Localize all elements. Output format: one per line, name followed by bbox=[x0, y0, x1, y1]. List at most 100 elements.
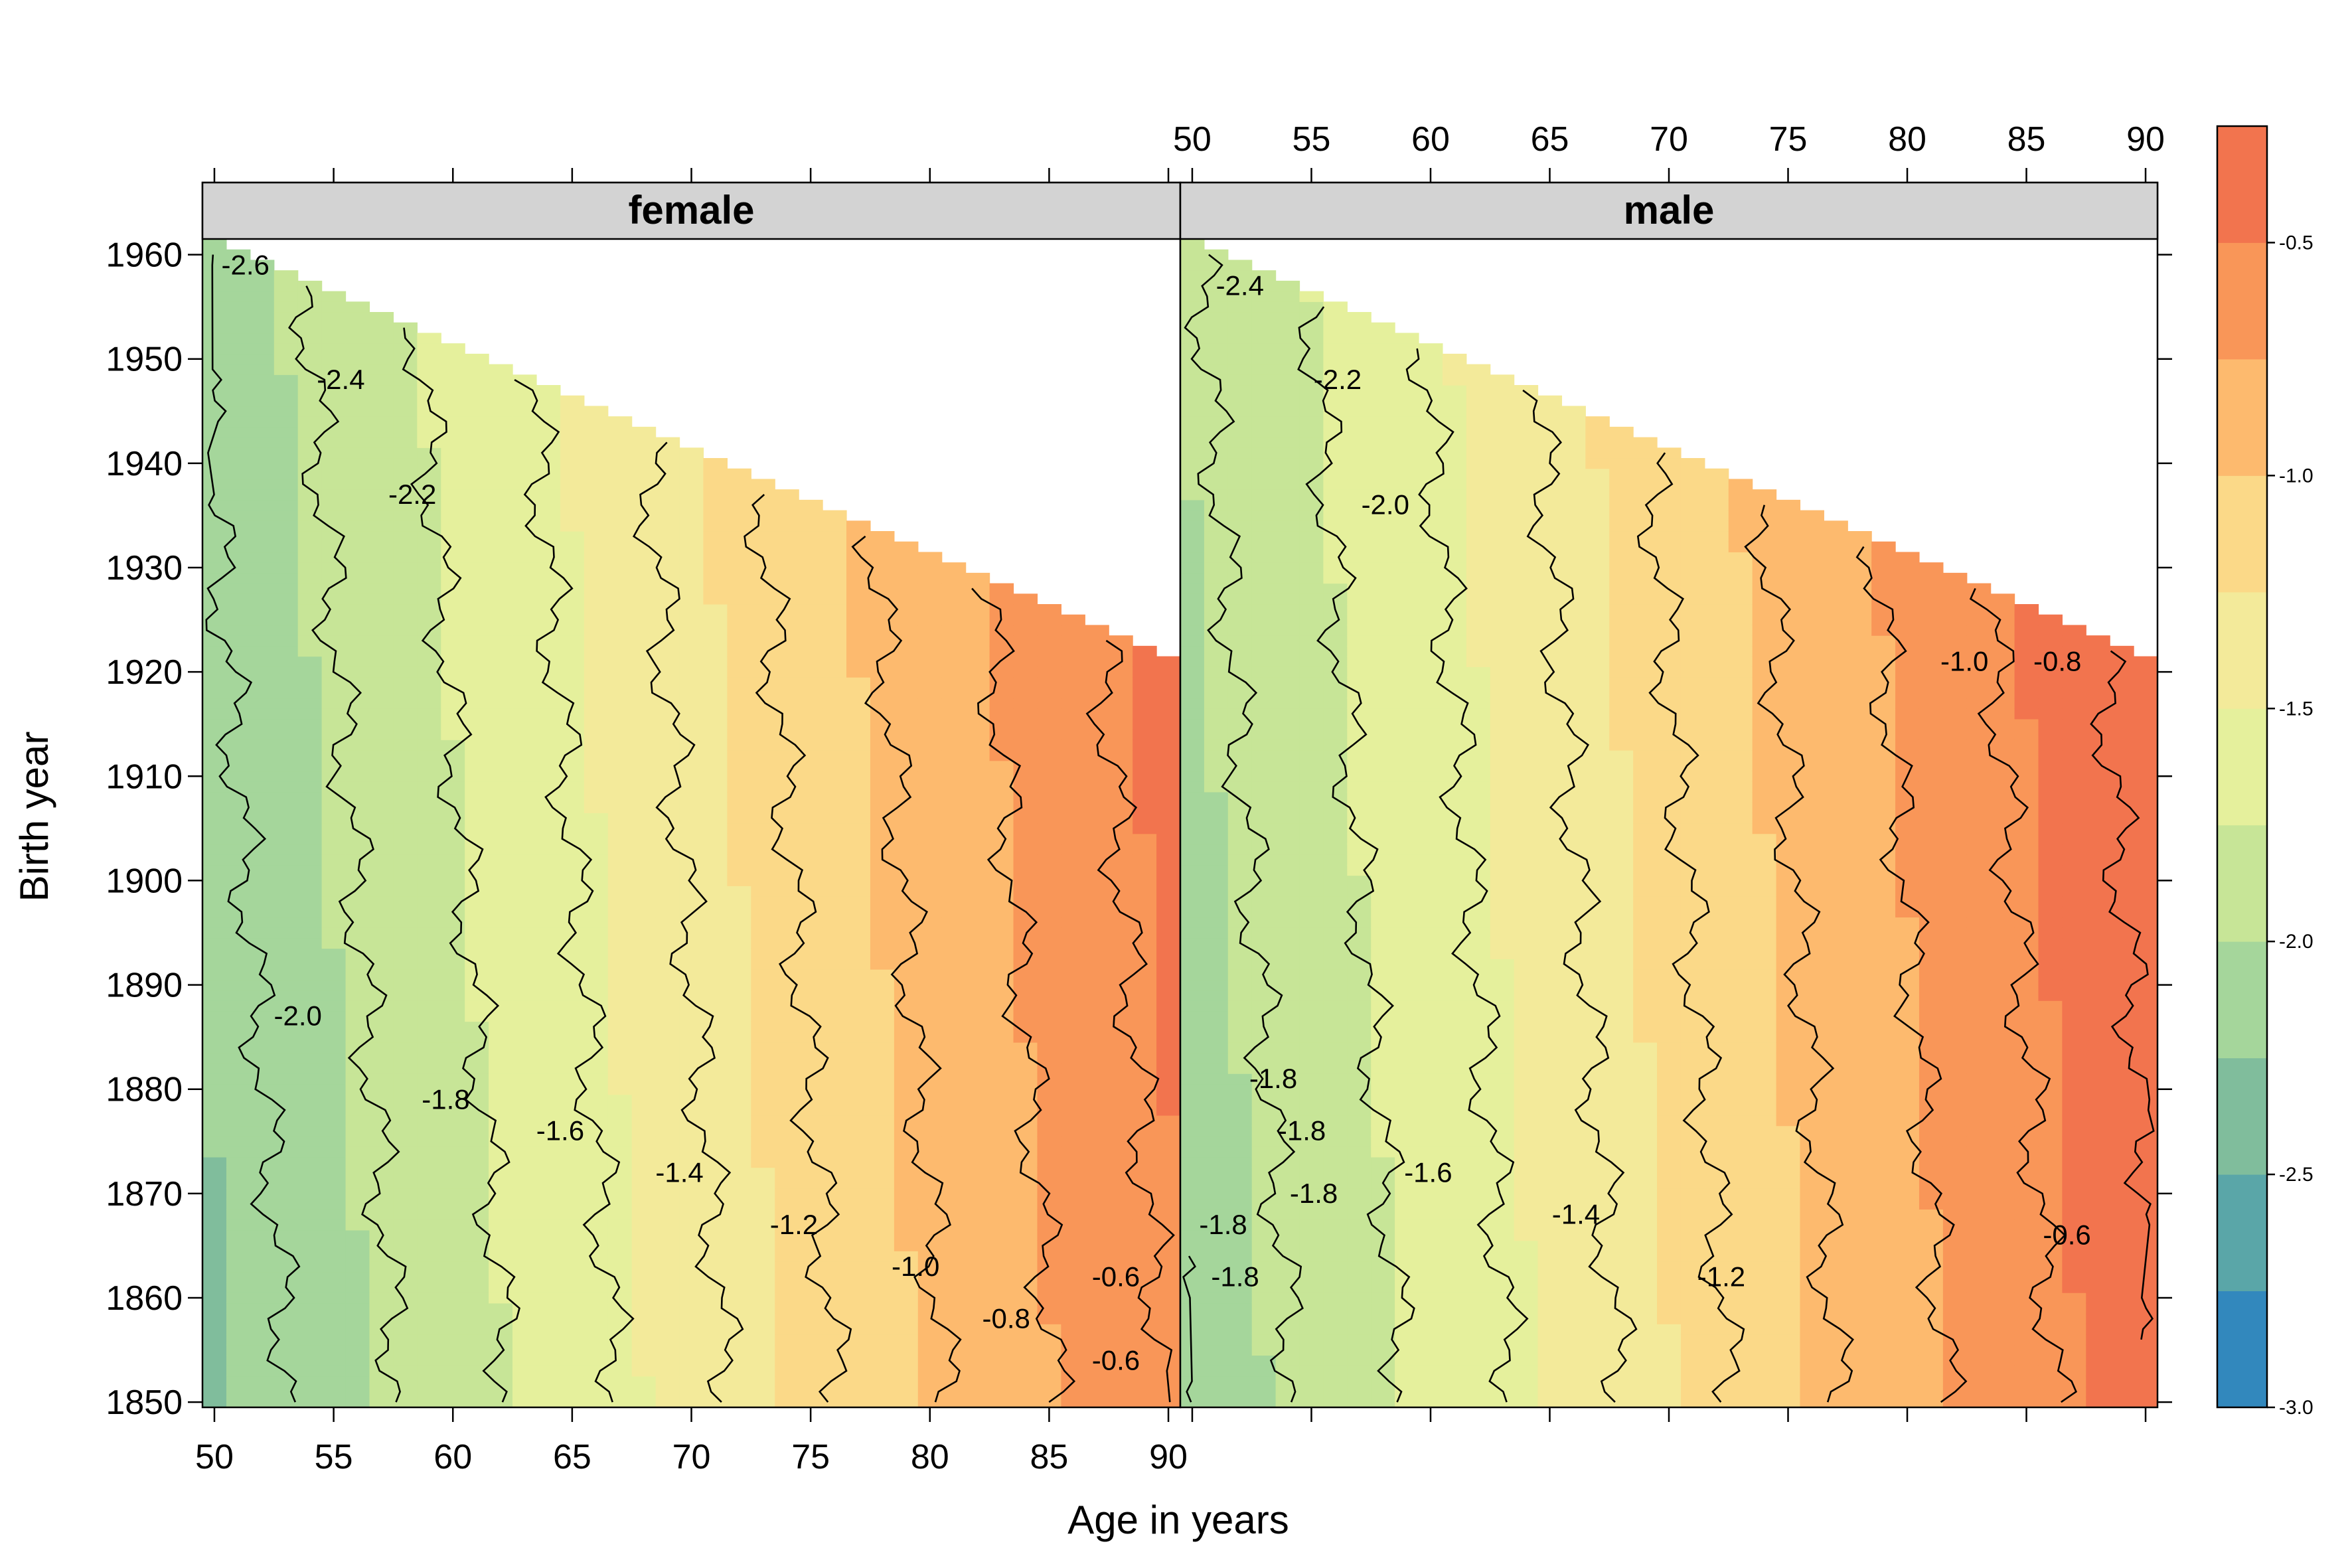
heat-cell bbox=[846, 1073, 871, 1085]
heat-cell bbox=[607, 468, 633, 480]
heat-cell bbox=[274, 541, 299, 553]
heat-cell bbox=[1180, 520, 1205, 532]
heat-cell bbox=[631, 1355, 657, 1366]
heat-cell bbox=[870, 771, 895, 782]
heat-cell bbox=[1227, 353, 1253, 365]
heat-cell bbox=[941, 1282, 967, 1293]
heat-cell bbox=[1037, 708, 1061, 720]
heat-cell bbox=[584, 791, 609, 803]
heat-cell bbox=[1061, 854, 1085, 866]
heat-cell bbox=[274, 729, 299, 740]
heat-cell bbox=[799, 666, 823, 678]
heat-cell bbox=[226, 917, 251, 928]
heat-cell bbox=[631, 729, 657, 740]
heat-cell bbox=[274, 959, 299, 970]
heat-cell bbox=[393, 374, 418, 386]
heat-cell bbox=[1037, 875, 1061, 886]
heat-cell bbox=[1227, 395, 1253, 407]
heat-cell bbox=[1013, 687, 1038, 699]
heat-cell bbox=[536, 1240, 561, 1251]
heat-cell bbox=[631, 447, 657, 459]
heat-cell bbox=[1323, 1032, 1348, 1043]
heat-cell bbox=[250, 489, 275, 501]
heat-cell bbox=[1227, 1386, 1253, 1397]
heat-cell bbox=[870, 1219, 895, 1231]
heat-cell bbox=[321, 1375, 347, 1387]
heat-cell bbox=[1061, 813, 1085, 824]
heat-cell bbox=[1419, 1178, 1443, 1189]
heat-cell bbox=[799, 1115, 823, 1127]
heat-cell bbox=[393, 510, 418, 521]
heat-cell bbox=[1061, 1198, 1085, 1210]
heat-cell bbox=[226, 249, 251, 261]
heat-cell bbox=[345, 426, 370, 438]
heat-cell bbox=[1061, 1042, 1085, 1054]
heat-cell bbox=[1419, 656, 1443, 667]
heat-cell bbox=[823, 531, 847, 542]
heat-cell bbox=[1061, 833, 1085, 845]
heat-cell bbox=[465, 1324, 489, 1335]
heat-cell bbox=[917, 604, 943, 615]
heat-cell bbox=[965, 937, 990, 949]
heat-cell bbox=[274, 291, 299, 302]
heat-cell bbox=[1109, 802, 1133, 813]
heat-cell bbox=[703, 656, 728, 667]
heat-cell bbox=[1299, 1146, 1324, 1158]
heat-cell bbox=[607, 635, 633, 647]
heat-cell bbox=[775, 1052, 799, 1064]
heat-cell bbox=[441, 1073, 465, 1085]
heat-cell bbox=[941, 1188, 967, 1200]
heat-cell bbox=[989, 1167, 1014, 1178]
heat-cell bbox=[297, 687, 323, 699]
heat-cell bbox=[321, 1334, 347, 1346]
heat-cell bbox=[297, 1032, 323, 1043]
heat-cell bbox=[1419, 468, 1443, 480]
heat-cell bbox=[799, 1302, 823, 1314]
heat-cell bbox=[369, 959, 394, 970]
heat-cell bbox=[393, 1188, 418, 1200]
heat-cell bbox=[655, 1386, 680, 1397]
heat-cell bbox=[631, 437, 657, 448]
heat-cell bbox=[823, 572, 847, 584]
heat-cell bbox=[751, 1375, 775, 1387]
heat-cell bbox=[1180, 374, 1205, 386]
heat-cell bbox=[655, 489, 680, 501]
heat-cell bbox=[417, 562, 441, 574]
heat-cell bbox=[1419, 823, 1443, 834]
heat-cell bbox=[536, 520, 561, 532]
heat-cell bbox=[274, 499, 299, 511]
heat-cell bbox=[560, 781, 585, 793]
heat-cell bbox=[1109, 771, 1133, 782]
heat-cell bbox=[894, 718, 919, 730]
heat-cell bbox=[941, 1000, 967, 1012]
heat-cell bbox=[369, 1313, 394, 1324]
heat-cell bbox=[1204, 729, 1229, 740]
heat-cell bbox=[1227, 1334, 1253, 1346]
heat-cell bbox=[226, 927, 251, 939]
heat-cell bbox=[1395, 635, 1419, 647]
heat-cell bbox=[703, 708, 728, 720]
heat-cell bbox=[1299, 927, 1324, 939]
heat-cell bbox=[465, 979, 489, 991]
heat-cell bbox=[846, 1136, 871, 1147]
heat-cell bbox=[1180, 937, 1205, 949]
heat-cell bbox=[297, 562, 323, 574]
heat-cell bbox=[512, 1355, 537, 1366]
heat-cell bbox=[1109, 1271, 1133, 1283]
heat-cell bbox=[1085, 1251, 1109, 1262]
heat-cell bbox=[1371, 520, 1395, 532]
heat-cell bbox=[1299, 1167, 1324, 1178]
heat-cell bbox=[226, 750, 251, 761]
heat-cell bbox=[560, 1251, 585, 1262]
heat-cell bbox=[489, 426, 513, 438]
heat-cell bbox=[775, 1209, 799, 1220]
heat-cell bbox=[965, 791, 990, 803]
heat-cell bbox=[1156, 990, 1181, 1001]
heat-cell bbox=[1299, 1293, 1324, 1304]
heat-cell bbox=[846, 614, 871, 626]
heat-cell bbox=[679, 708, 704, 720]
heat-cell bbox=[489, 385, 513, 396]
heat-cell bbox=[655, 635, 680, 647]
heat-cell bbox=[369, 614, 394, 626]
heat-cell bbox=[1251, 1136, 1277, 1147]
